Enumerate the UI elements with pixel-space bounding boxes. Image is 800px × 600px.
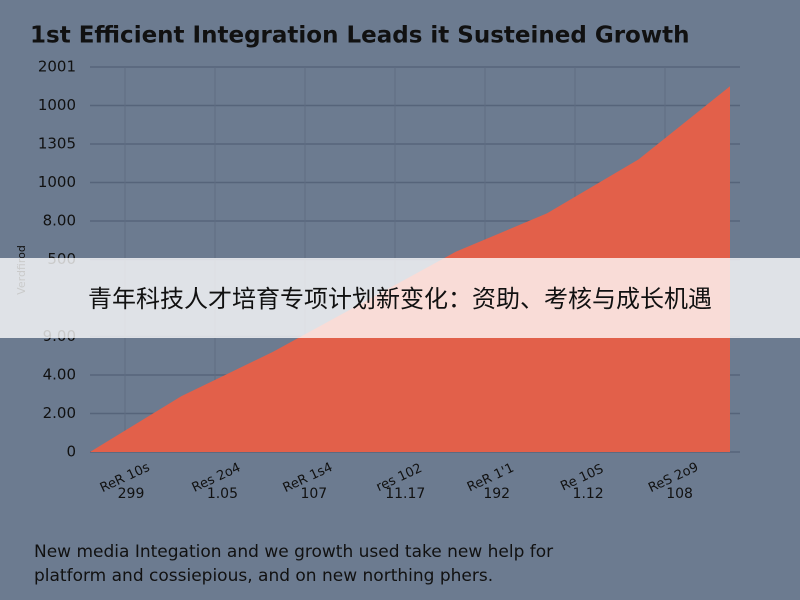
x-tick-sublabel: 1.12 [573,486,604,502]
banner-background [0,258,800,338]
x-tick-sublabel: 11.17 [385,486,425,502]
x-tick-sublabel: 192 [483,486,510,502]
caption-line: New media Integation and we growth used … [34,542,553,562]
x-tick-sublabel: 299 [118,486,145,502]
x-tick-sublabel: 107 [300,486,327,502]
banner-text: 青年科技人才培育专项计划新变化：资助、考核与成长机遇 [88,285,712,313]
x-tick-sublabel: 108 [666,486,693,502]
caption-line: platform and cossiepious, and on new nor… [34,566,493,586]
y-tick-label: 0 [66,443,76,461]
y-tick-label: 1000 [38,96,76,114]
y-tick-label: 2.00 [43,404,76,422]
area [90,86,730,452]
y-tick-label: 4.00 [43,366,76,384]
chart-title: 1st Efficient Integration Leads it Suste… [30,23,689,49]
y-tick-label: 2001 [38,58,76,76]
y-tick-label: 1000 [38,173,76,191]
x-tick-sublabel: 1.05 [207,486,238,502]
y-tick-label: 8.00 [43,212,76,230]
y-tick-label: 1305 [38,135,76,153]
